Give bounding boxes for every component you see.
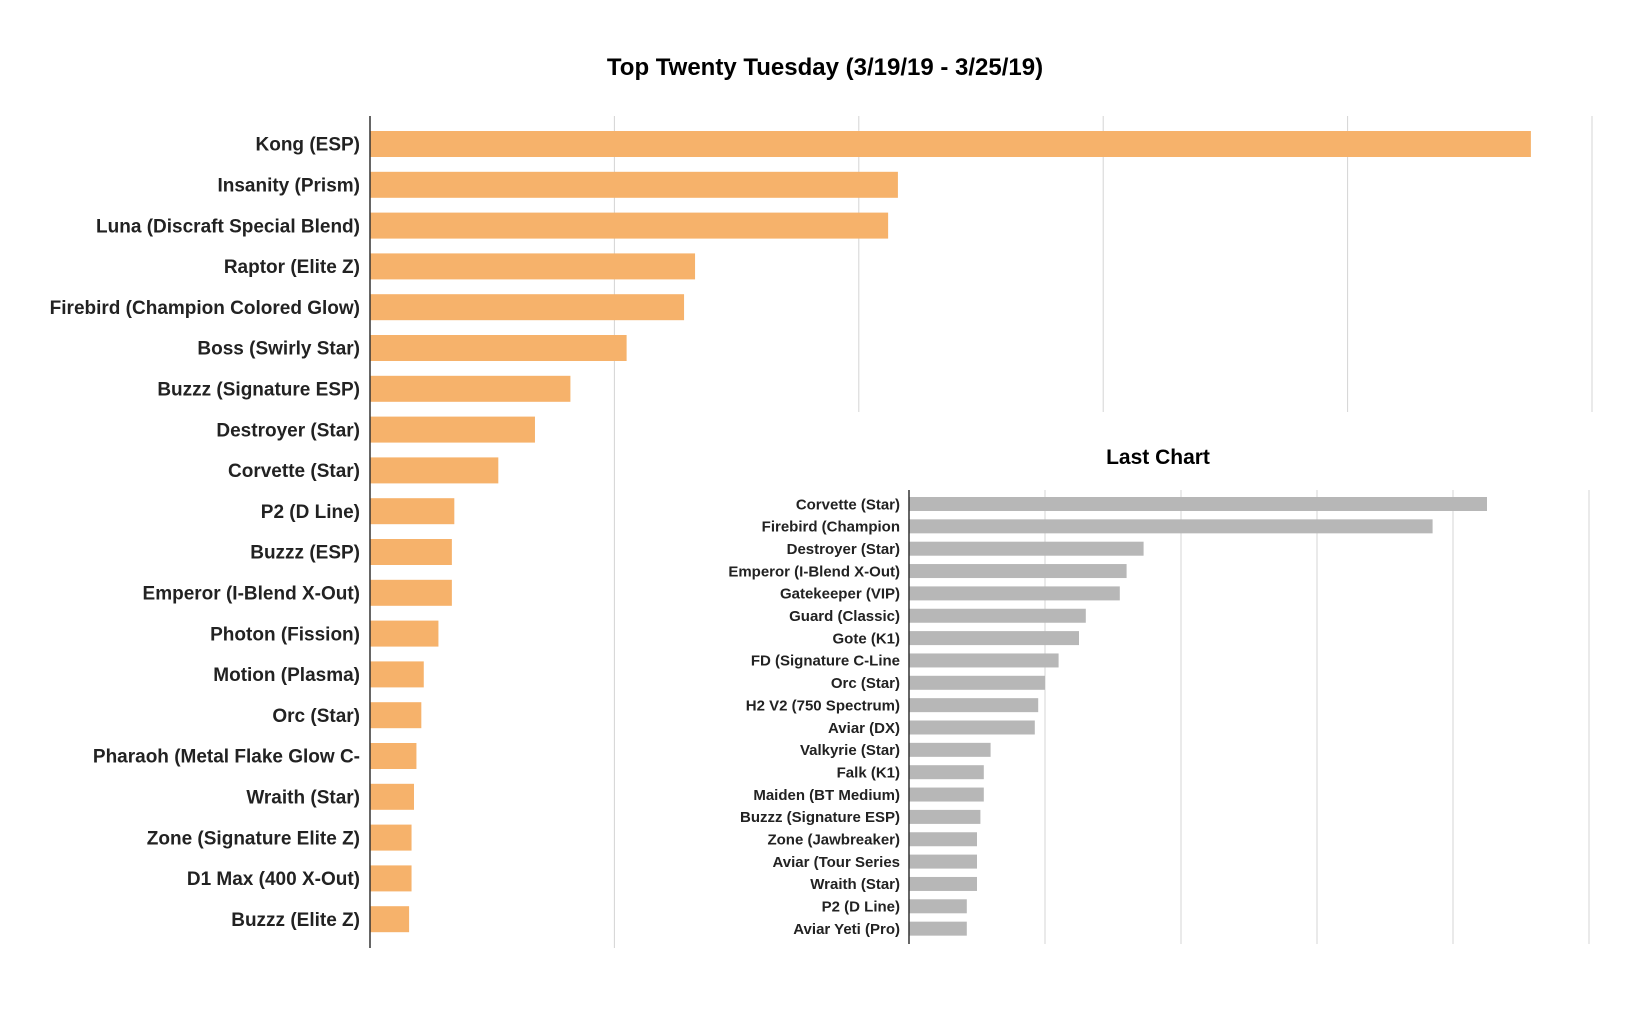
category-label: Orc (Star) bbox=[831, 675, 900, 692]
bar bbox=[370, 294, 685, 321]
category-label: Destroyer (Star) bbox=[216, 420, 360, 441]
bar bbox=[370, 620, 439, 647]
category-label: Firebird (Champion Colored Glow) bbox=[50, 298, 360, 319]
category-label: Corvette (Star) bbox=[228, 461, 360, 482]
bar bbox=[370, 212, 889, 239]
category-label: Corvette (Star) bbox=[796, 496, 900, 513]
category-label: Maiden (BT Medium) bbox=[753, 787, 900, 804]
category-label: Guard (Classic) bbox=[789, 608, 900, 625]
bar bbox=[370, 335, 627, 361]
bar bbox=[909, 631, 1079, 646]
bar bbox=[909, 698, 1039, 713]
category-label: Raptor (Elite Z) bbox=[224, 257, 360, 278]
bar bbox=[370, 498, 455, 525]
bar bbox=[909, 921, 967, 936]
category-label: Firebird (Champion bbox=[762, 519, 900, 536]
bar bbox=[370, 253, 696, 280]
category-label: Valkyrie (Star) bbox=[800, 742, 900, 759]
bar bbox=[370, 783, 414, 810]
category-label: Buzzz (Signature ESP) bbox=[157, 379, 360, 400]
category-label: Motion (Plasma) bbox=[213, 665, 360, 686]
bar bbox=[370, 906, 410, 933]
main-bar-chart: Top Twenty Tuesday (3/19/19 - 3/25/19) Ko… bbox=[50, 54, 1593, 948]
bar bbox=[909, 675, 1045, 690]
bar bbox=[909, 497, 1487, 511]
category-label: Photon (Fission) bbox=[210, 624, 360, 645]
bar bbox=[370, 171, 898, 198]
bar bbox=[370, 416, 535, 443]
bar bbox=[909, 720, 1035, 735]
bar bbox=[370, 661, 424, 688]
bar bbox=[909, 832, 977, 847]
bar bbox=[909, 854, 977, 869]
category-label: Aviar (DX) bbox=[828, 720, 900, 737]
bar bbox=[370, 131, 1531, 157]
category-label: Orc (Star) bbox=[272, 706, 360, 727]
bar bbox=[370, 539, 452, 565]
category-label: P2 (D Line) bbox=[261, 502, 360, 523]
category-label: Buzzz (ESP) bbox=[250, 543, 360, 564]
bar bbox=[909, 742, 991, 757]
bar bbox=[909, 586, 1120, 601]
bar bbox=[909, 541, 1144, 556]
bar bbox=[909, 899, 967, 914]
category-label: Kong (ESP) bbox=[256, 135, 361, 156]
bar bbox=[370, 743, 417, 769]
category-label: Wraith (Star) bbox=[246, 787, 360, 808]
category-label: Wraith (Star) bbox=[810, 876, 900, 893]
category-label: Emperor (I-Blend X-Out) bbox=[728, 563, 900, 580]
category-label: Buzzz (Elite Z) bbox=[231, 910, 360, 931]
bar bbox=[909, 765, 984, 780]
category-label: Falk (K1) bbox=[837, 764, 900, 781]
category-label: P2 (D Line) bbox=[822, 899, 900, 916]
last-chart-bar-chart: Last Chart Corvette (Star) Firebird (Champ… bbox=[728, 446, 1590, 944]
bar bbox=[909, 787, 984, 802]
category-label: Emperor (I-Blend X-Out) bbox=[143, 583, 360, 604]
category-label: Pharaoh (Metal Flake Glow C- bbox=[93, 747, 360, 768]
category-label: Destroyer (Star) bbox=[787, 541, 900, 558]
category-label: D1 Max (400 X-Out) bbox=[187, 869, 360, 890]
category-label: Insanity (Prism) bbox=[217, 175, 360, 196]
bar bbox=[370, 702, 422, 729]
category-label: H2 V2 (750 Spectrum) bbox=[746, 697, 900, 714]
bar bbox=[370, 375, 571, 402]
bar bbox=[370, 824, 412, 851]
category-label: Zone (Jawbreaker) bbox=[767, 832, 900, 849]
bar bbox=[909, 564, 1127, 579]
bar bbox=[909, 608, 1086, 623]
bar bbox=[909, 809, 981, 824]
category-label: Gatekeeper (VIP) bbox=[780, 586, 900, 603]
category-label: Gote (K1) bbox=[833, 630, 901, 647]
category-label: FD (Signature C-Line bbox=[751, 653, 900, 670]
bar bbox=[370, 579, 452, 606]
bar bbox=[909, 653, 1059, 668]
bar bbox=[909, 519, 1433, 534]
category-label: Buzzz (Signature ESP) bbox=[740, 809, 900, 826]
bar bbox=[370, 865, 412, 892]
chart-title: Top Twenty Tuesday (3/19/19 - 3/25/19) bbox=[607, 54, 1043, 81]
category-label: Boss (Swirly Star) bbox=[197, 339, 360, 360]
category-label: Luna (Discraft Special Blend) bbox=[96, 216, 360, 237]
category-label: Aviar (Tour Series bbox=[772, 854, 900, 871]
bar bbox=[909, 876, 977, 891]
category-label: Zone (Signature Elite Z) bbox=[147, 828, 360, 849]
bar bbox=[370, 457, 499, 484]
last-chart-title: Last Chart bbox=[1106, 446, 1210, 469]
category-label: Aviar Yeti (Pro) bbox=[793, 921, 900, 938]
